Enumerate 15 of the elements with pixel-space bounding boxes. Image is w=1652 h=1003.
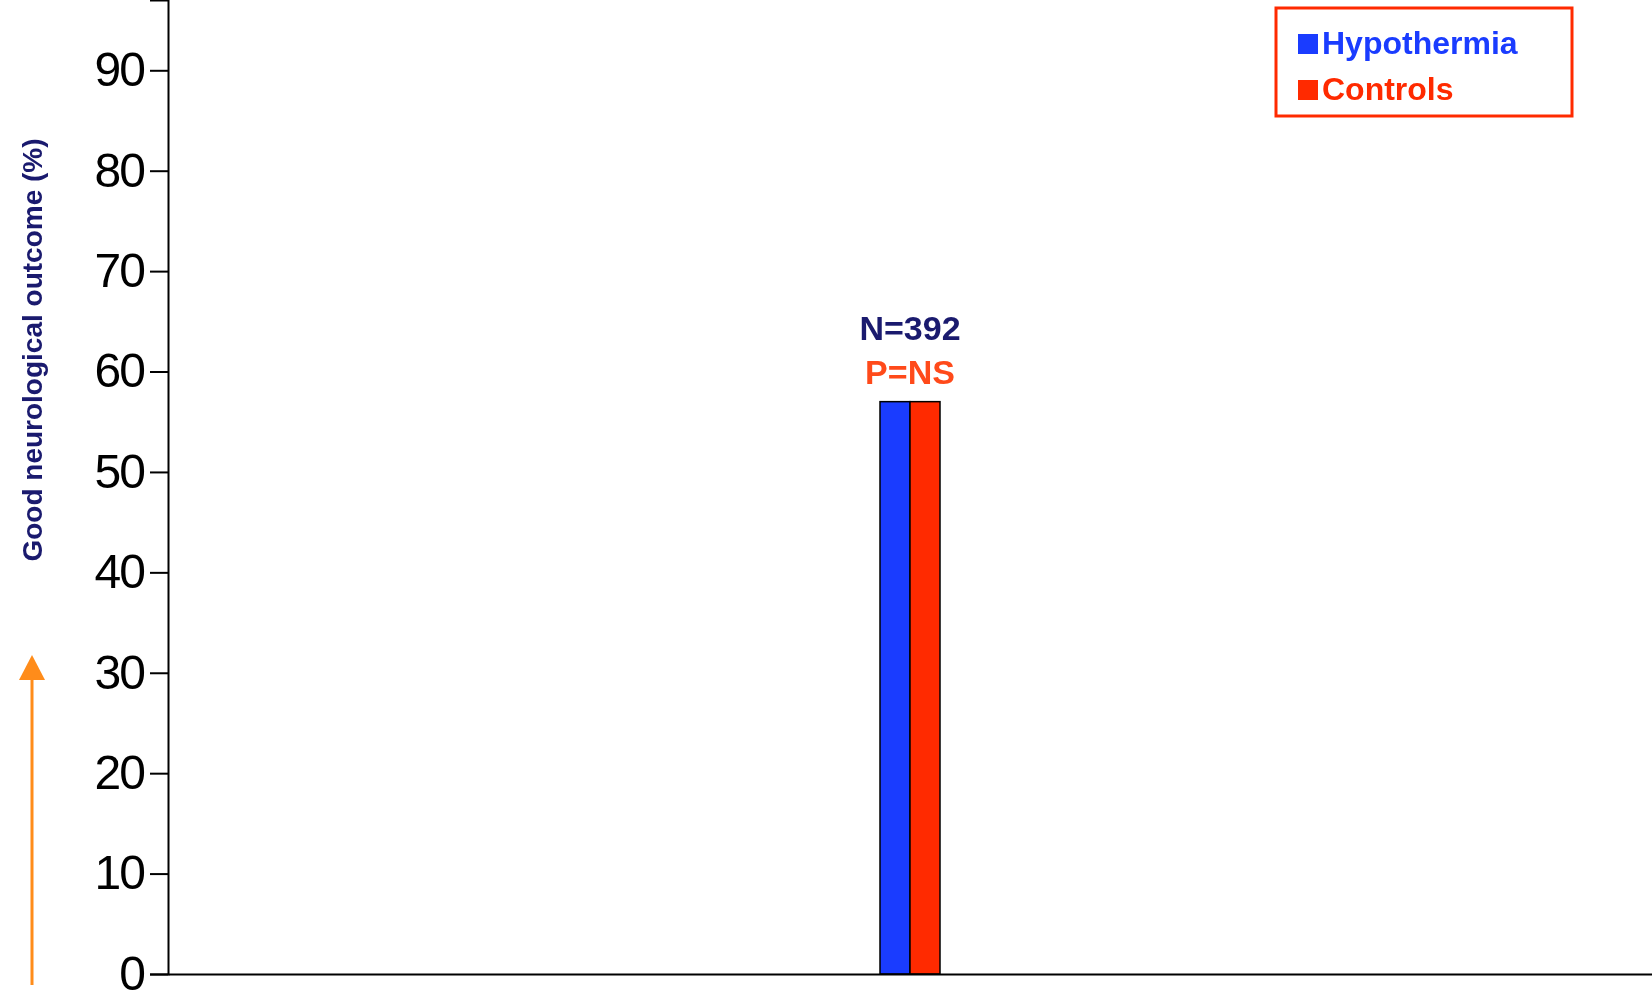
y-tick-label: 80: [94, 143, 145, 197]
legend-label: Hypothermia: [1322, 25, 1518, 61]
annotation: P=NS: [865, 352, 955, 391]
y-tick-label: 70: [94, 243, 145, 297]
y-tick-label: 50: [94, 444, 145, 498]
y-tick-label: 20: [94, 746, 145, 800]
y-tick-label: 40: [94, 545, 145, 599]
y-tick-label: 0: [119, 946, 145, 1000]
y-tick-label: 90: [94, 43, 145, 97]
y-tick-label: 60: [94, 344, 145, 398]
y-axis-title: Good neurological outcome (%): [17, 138, 48, 562]
legend-label: Controls: [1322, 71, 1454, 107]
y-tick-label: 10: [94, 846, 145, 900]
annotation: N=392: [859, 308, 961, 347]
y-tick-label: 30: [94, 645, 145, 699]
